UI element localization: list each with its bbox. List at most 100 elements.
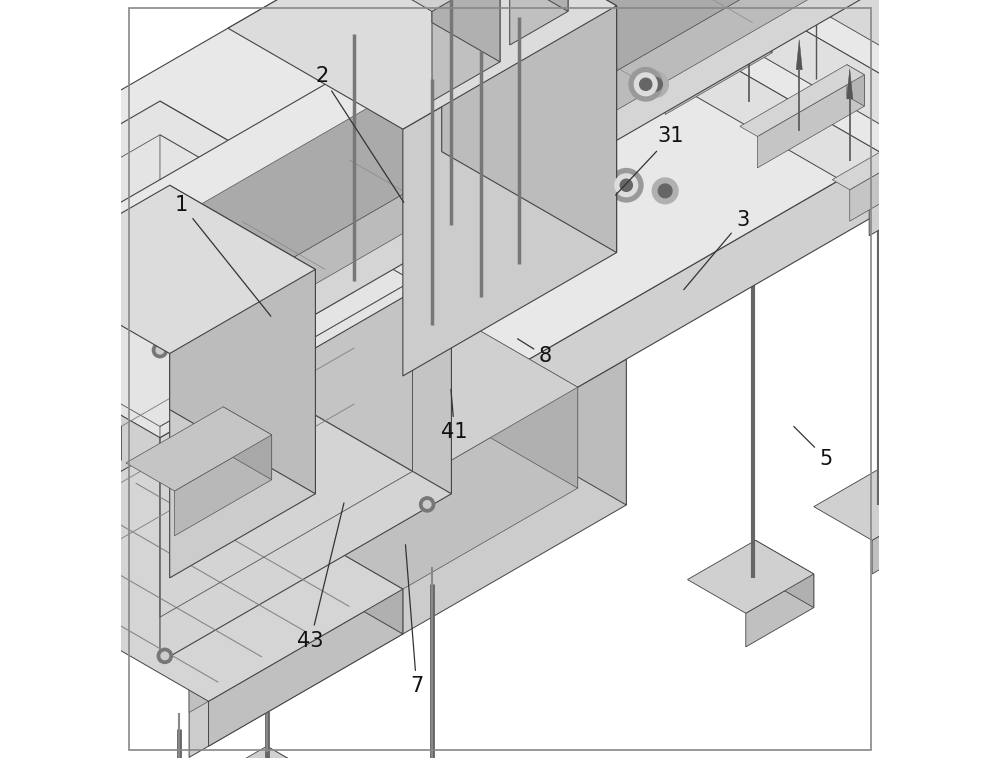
Polygon shape	[757, 75, 864, 168]
Text: 2: 2	[315, 66, 404, 202]
Polygon shape	[330, 0, 617, 110]
Circle shape	[658, 184, 672, 198]
Polygon shape	[209, 589, 403, 746]
Polygon shape	[937, 132, 981, 196]
Polygon shape	[184, 0, 913, 211]
Polygon shape	[252, 0, 981, 171]
Circle shape	[649, 77, 662, 91]
Polygon shape	[0, 101, 451, 437]
Polygon shape	[832, 118, 957, 190]
Text: 41: 41	[441, 390, 468, 442]
Polygon shape	[740, 64, 864, 136]
Polygon shape	[500, 0, 1000, 79]
Circle shape	[423, 500, 431, 508]
Text: 31: 31	[616, 127, 684, 195]
Text: 7: 7	[405, 545, 423, 696]
Polygon shape	[374, 269, 578, 488]
Text: 1: 1	[175, 195, 271, 316]
Polygon shape	[111, 0, 991, 309]
Polygon shape	[189, 387, 578, 713]
Polygon shape	[882, 468, 940, 534]
Polygon shape	[756, 540, 814, 608]
Polygon shape	[73, 0, 1000, 309]
Polygon shape	[364, 0, 500, 11]
Polygon shape	[223, 407, 272, 480]
Polygon shape	[746, 574, 814, 647]
Polygon shape	[126, 407, 272, 491]
Polygon shape	[0, 449, 403, 701]
Polygon shape	[869, 171, 913, 236]
Polygon shape	[573, 0, 680, 61]
Text: 43: 43	[297, 503, 344, 650]
Circle shape	[420, 496, 435, 512]
Polygon shape	[435, 356, 493, 422]
Polygon shape	[0, 565, 131, 729]
Polygon shape	[160, 269, 451, 662]
Polygon shape	[688, 540, 814, 613]
Polygon shape	[425, 389, 493, 462]
Polygon shape	[413, 23, 607, 224]
Polygon shape	[403, 6, 617, 376]
Polygon shape	[24, 185, 315, 353]
Polygon shape	[695, 0, 701, 11]
Polygon shape	[422, 0, 1000, 90]
Polygon shape	[0, 219, 626, 612]
Polygon shape	[872, 501, 940, 574]
Polygon shape	[814, 468, 940, 540]
Circle shape	[652, 178, 678, 204]
Polygon shape	[830, 0, 1000, 51]
Polygon shape	[481, 0, 587, 8]
Circle shape	[643, 71, 668, 97]
Polygon shape	[170, 185, 315, 493]
Polygon shape	[796, 39, 802, 70]
Polygon shape	[209, 0, 1000, 376]
Circle shape	[156, 346, 164, 354]
Circle shape	[620, 179, 632, 191]
Polygon shape	[665, 21, 772, 114]
Polygon shape	[889, 0, 1000, 118]
Polygon shape	[0, 396, 422, 727]
Polygon shape	[160, 449, 403, 634]
Text: 5: 5	[794, 427, 833, 468]
Polygon shape	[97, 545, 131, 589]
Polygon shape	[0, 427, 121, 572]
Polygon shape	[189, 359, 626, 757]
Polygon shape	[141, 0, 913, 196]
Polygon shape	[432, 0, 500, 62]
Polygon shape	[493, 282, 619, 356]
Polygon shape	[189, 746, 335, 758]
Polygon shape	[82, 404, 121, 460]
Polygon shape	[204, 0, 991, 349]
Polygon shape	[568, 135, 607, 247]
Polygon shape	[228, 0, 617, 129]
Polygon shape	[561, 282, 619, 349]
Polygon shape	[209, 0, 981, 157]
Polygon shape	[889, 0, 1000, 118]
Text: 8: 8	[518, 339, 552, 366]
Polygon shape	[755, 11, 772, 53]
Polygon shape	[374, 23, 607, 157]
Circle shape	[161, 652, 169, 659]
Polygon shape	[0, 418, 422, 752]
Polygon shape	[0, 0, 1000, 528]
Polygon shape	[170, 269, 315, 578]
Circle shape	[640, 78, 652, 90]
Polygon shape	[383, 396, 422, 443]
Polygon shape	[939, 118, 957, 159]
Polygon shape	[367, 356, 493, 428]
Polygon shape	[847, 69, 853, 99]
Polygon shape	[957, 45, 1000, 124]
Polygon shape	[847, 64, 864, 106]
Polygon shape	[0, 269, 578, 612]
Circle shape	[615, 174, 638, 196]
Circle shape	[629, 67, 662, 101]
Circle shape	[157, 648, 172, 663]
Polygon shape	[519, 0, 568, 11]
Polygon shape	[510, 0, 568, 45]
Polygon shape	[850, 128, 957, 221]
Polygon shape	[0, 404, 121, 539]
Circle shape	[610, 168, 643, 202]
Circle shape	[634, 73, 657, 96]
Polygon shape	[555, 0, 680, 30]
Polygon shape	[238, 79, 1000, 584]
